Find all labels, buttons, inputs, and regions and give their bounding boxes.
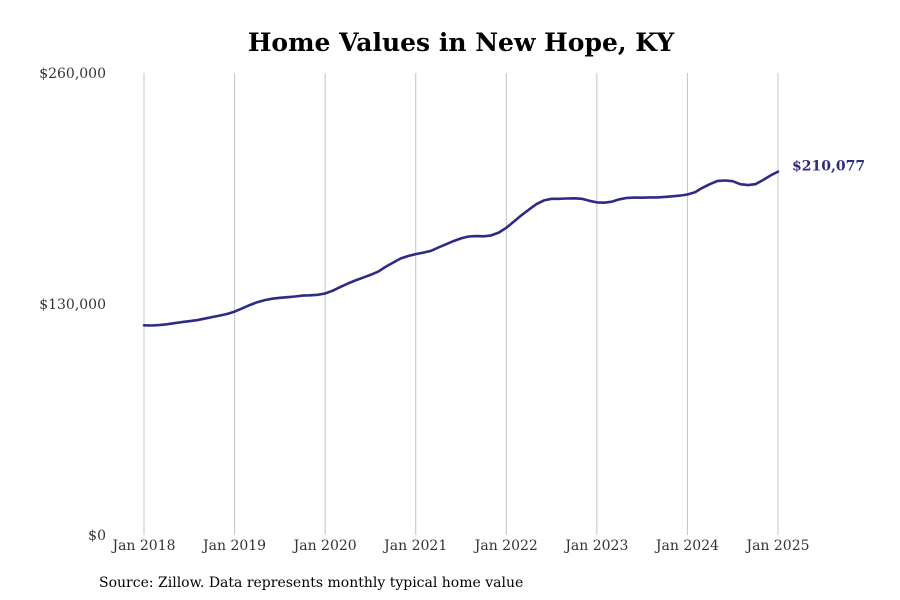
home-value-series-line (142, 170, 780, 327)
x-tick-label: Jan 2020 (292, 538, 357, 554)
chart-title: Home Values in New Hope, KY (248, 28, 676, 57)
x-tick-label: Jan 2023 (563, 538, 628, 554)
x-tick-label: Jan 2018 (110, 538, 175, 554)
x-tick-label: Jan 2019 (201, 538, 266, 554)
x-tick-label: Jan 2021 (382, 538, 447, 554)
y-axis-tick-labels: $0 $130,000 $260,000 (39, 66, 106, 544)
x-tick-label: Jan 2024 (654, 538, 719, 554)
y-tick-label: $0 (88, 528, 106, 544)
y-tick-label: $260,000 (39, 66, 106, 82)
x-axis-tick-labels: Jan 2018 Jan 2019 Jan 2020 Jan 2021 Jan 2022… (110, 538, 809, 554)
grid-lines (143, 73, 779, 535)
x-tick-label: Jan 2022 (473, 538, 538, 554)
x-tick-label: Jan 2025 (744, 538, 809, 554)
source-note: Source: Zillow. Data represents monthly … (99, 575, 523, 591)
y-tick-label: $130,000 (39, 297, 106, 313)
end-value-label: $210,077 (792, 159, 865, 175)
